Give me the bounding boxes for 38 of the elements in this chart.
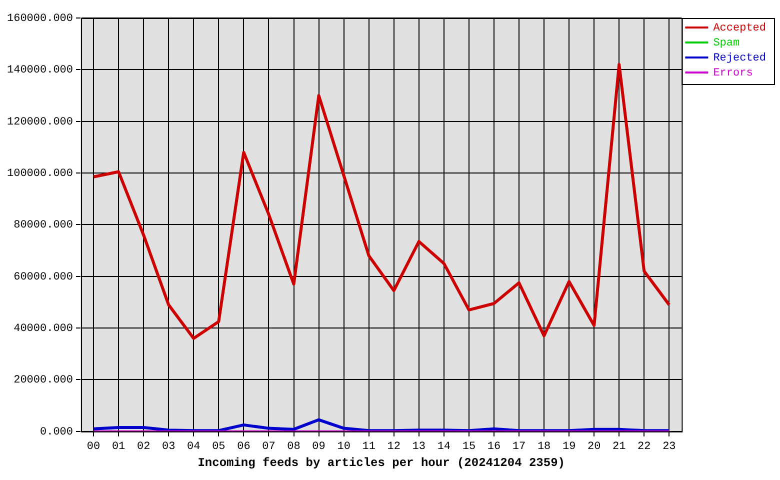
x-tick-label: 12 [387, 440, 400, 453]
y-tick-label: 20000.000 [14, 374, 74, 387]
x-tick-label: 05 [212, 440, 226, 453]
legend-label: Rejected [713, 52, 766, 64]
x-tick-label: 16 [487, 440, 501, 453]
y-tick-label: 60000.000 [14, 271, 74, 284]
x-tick-label: 01 [112, 440, 126, 453]
x-tick-label: 10 [337, 440, 350, 453]
y-tick-label: 100000.000 [6, 168, 74, 180]
x-tick-label: 20 [587, 440, 601, 453]
x-tick-label: 23 [662, 440, 676, 453]
y-tick-label: 40000.000 [14, 322, 74, 335]
y-tick-label: 160000.000 [6, 12, 74, 25]
x-tick-label: 19 [562, 440, 576, 453]
x-tick-label: 03 [162, 440, 176, 453]
x-tick-label: 09 [312, 440, 326, 453]
x-tick-label: 04 [187, 440, 201, 453]
x-tick-label: 18 [537, 440, 551, 453]
y-tick-label: 140000.000 [6, 64, 74, 77]
y-tick-label: 120000.000 [6, 116, 74, 128]
y-tick-label: 80000.000 [14, 220, 74, 232]
legend-label: Errors [713, 67, 753, 80]
x-axis-title: Incoming feeds by articles per hour (20241204 2359) [198, 456, 565, 470]
legend-label: Accepted [713, 22, 766, 34]
x-tick-label: 00 [86, 440, 100, 453]
x-tick-label: 07 [262, 440, 276, 453]
x-tick-label: 11 [362, 440, 376, 453]
x-tick-label: 15 [462, 440, 476, 453]
x-tick-label: 17 [512, 440, 526, 453]
x-tick-label: 14 [437, 440, 451, 453]
x-tick-label: 21 [612, 440, 626, 453]
x-tick-label: 08 [287, 440, 300, 453]
x-tick-label: 13 [412, 440, 426, 453]
x-tick-label: 02 [136, 440, 150, 453]
x-tick-label: 06 [237, 440, 250, 453]
legend-label: Spam [713, 37, 740, 50]
y-tick-label: 0.000 [40, 426, 74, 438]
x-tick-label: 22 [638, 440, 651, 453]
